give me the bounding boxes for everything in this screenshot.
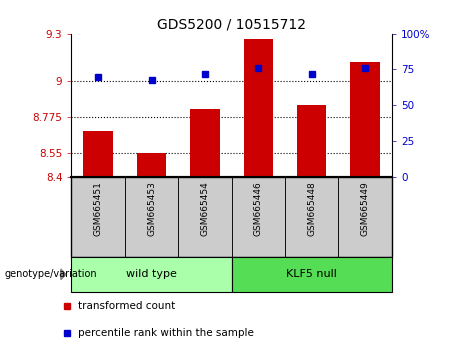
Bar	[285, 177, 338, 257]
Bar	[178, 177, 231, 257]
Text: percentile rank within the sample: percentile rank within the sample	[78, 328, 254, 338]
Text: KLF5 null: KLF5 null	[286, 269, 337, 279]
Bar	[350, 62, 380, 177]
Text: GSM665451: GSM665451	[94, 181, 103, 236]
Bar	[338, 177, 392, 257]
Title: GDS5200 / 10515712: GDS5200 / 10515712	[157, 17, 306, 31]
Text: GSM665449: GSM665449	[361, 181, 370, 236]
Bar	[231, 177, 285, 257]
Text: GSM665448: GSM665448	[307, 181, 316, 236]
Text: genotype/variation: genotype/variation	[5, 269, 97, 279]
Text: GSM665454: GSM665454	[201, 181, 209, 236]
Bar	[297, 104, 326, 177]
Bar	[190, 109, 219, 177]
Text: GSM665446: GSM665446	[254, 181, 263, 236]
Bar	[244, 39, 273, 177]
Text: transformed count: transformed count	[78, 301, 176, 311]
Bar	[231, 257, 392, 292]
Bar	[71, 257, 231, 292]
Bar	[71, 177, 125, 257]
Bar	[137, 153, 166, 177]
Text: wild type: wild type	[126, 269, 177, 279]
Bar	[125, 177, 178, 257]
Text: GSM665453: GSM665453	[147, 181, 156, 236]
Polygon shape	[61, 269, 66, 280]
Bar	[83, 131, 113, 177]
